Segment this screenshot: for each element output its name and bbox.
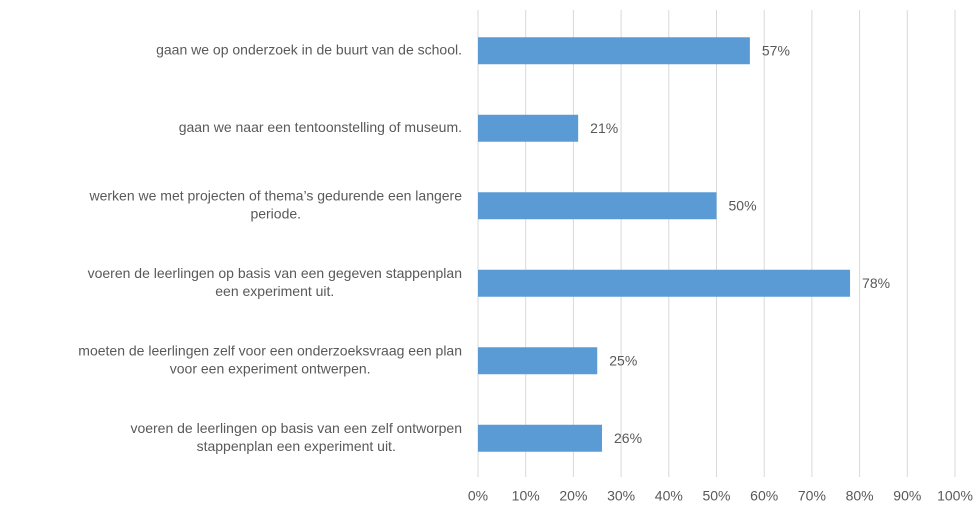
category-label: gaan we naar een tentoonstelling of muse…	[179, 119, 462, 135]
bar	[478, 269, 851, 297]
category-label: voeren de leerlingen op basis van een ze…	[130, 420, 462, 436]
data-label: 21%	[590, 120, 618, 136]
category-label: periode.	[250, 205, 301, 221]
x-tick-label: 40%	[655, 488, 683, 504]
bar	[478, 424, 603, 452]
category-label: werken we met projecten of thema’s gedur…	[88, 187, 462, 203]
x-tick-label: 0%	[468, 488, 488, 504]
bar	[478, 192, 717, 220]
x-tick-label: 70%	[798, 488, 826, 504]
x-tick-label: 10%	[512, 488, 540, 504]
x-tick-label: 30%	[607, 488, 635, 504]
x-tick-label: 100%	[937, 488, 973, 504]
data-label: 57%	[762, 42, 790, 58]
data-label: 26%	[614, 430, 642, 446]
category-label: stappenplan een experiment uit.	[197, 438, 396, 454]
x-tick-label: 90%	[893, 488, 921, 504]
category-label: voeren de leerlingen op basis van een ge…	[88, 265, 462, 281]
bar	[478, 37, 750, 65]
category-label: een experiment uit.	[215, 283, 334, 299]
data-label: 25%	[609, 352, 637, 368]
x-tick-label: 20%	[559, 488, 587, 504]
category-label: gaan we op onderzoek in de buurt van de …	[156, 41, 462, 57]
x-tick-label: 60%	[750, 488, 778, 504]
category-label: voor een experiment ontwerpen.	[170, 360, 371, 376]
data-label: 78%	[862, 275, 890, 291]
category-label: moeten de leerlingen zelf voor een onder…	[78, 342, 462, 358]
data-label: 50%	[729, 197, 757, 213]
bar	[478, 114, 579, 142]
x-tick-label: 50%	[702, 488, 730, 504]
x-tick-label: 80%	[846, 488, 874, 504]
bar	[478, 347, 598, 375]
